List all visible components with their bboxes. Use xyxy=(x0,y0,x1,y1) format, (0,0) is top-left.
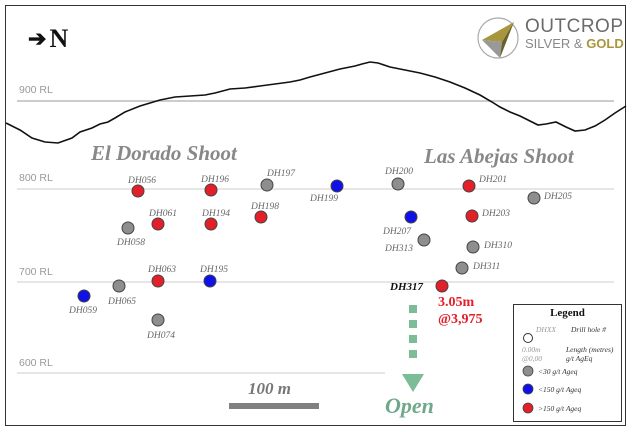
drill-hole-marker-dh313 xyxy=(417,233,431,247)
drill-hole-marker-dh061 xyxy=(151,217,165,231)
drill-hole-marker-dh198 xyxy=(254,210,268,224)
north-indicator: ➔ N xyxy=(28,24,68,54)
legend-item-gray: <30 g/t Ageq xyxy=(538,367,578,376)
rl-label-600: 600 RL xyxy=(19,357,53,369)
open-arrow xyxy=(402,305,424,392)
legend-sample-length: 0.00m xyxy=(522,345,541,354)
drill-hole-label-dh065: DH065 xyxy=(108,297,136,307)
drill-hole-marker-dh311 xyxy=(455,261,469,275)
legend-sample-id-desc: Drill hole # xyxy=(571,325,606,334)
drill-hole-marker-dh200 xyxy=(391,177,405,191)
legend-title: Legend xyxy=(550,307,585,319)
drill-hole-marker-dh195 xyxy=(203,274,217,288)
las-abejas-shoot-label: Las Abejas Shoot xyxy=(424,144,574,168)
drill-hole-marker-dh063 xyxy=(151,274,165,288)
drill-hole-marker-dh197 xyxy=(260,178,274,192)
legend-item-red: >150 g/t Ageq xyxy=(538,404,582,413)
drill-hole-label-dh200: DH200 xyxy=(385,167,413,177)
drill-hole-marker-dh201 xyxy=(462,179,476,193)
drill-hole-label-dh313: DH313 xyxy=(385,244,413,254)
scale-bar-label: 100 m xyxy=(248,379,291,398)
rl-label-900: 900 RL xyxy=(19,84,53,96)
logo-silver: SILVER & xyxy=(525,36,587,51)
topography-profile xyxy=(5,61,627,144)
legend-grade-desc: g/t AgEq xyxy=(566,354,593,363)
highlight-length: 3.05m xyxy=(438,295,475,310)
drill-hole-marker-dh059 xyxy=(77,289,91,303)
logo-gold: GOLD xyxy=(586,36,624,51)
arrow-right-icon: ➔ xyxy=(28,26,47,51)
legend-sample-grade: @0,00 xyxy=(522,354,543,363)
drill-hole-label-dh199: DH199 xyxy=(310,194,338,204)
drill-hole-marker-dh065 xyxy=(112,279,126,293)
drill-hole-label-dh205: DH205 xyxy=(544,192,572,202)
el-dorado-shoot-label: El Dorado Shoot xyxy=(91,141,237,165)
drill-hole-label-dh195: DH195 xyxy=(200,265,228,275)
drill-hole-label-dh074: DH074 xyxy=(147,331,175,341)
highlight-result: 3.05m @3,975 xyxy=(438,294,483,328)
drill-hole-label-dh061: DH061 xyxy=(149,209,177,219)
rl-label-700: 700 RL xyxy=(19,266,53,278)
drill-hole-marker-dh207 xyxy=(404,210,418,224)
logo-text-silver-gold: SILVER & GOLD xyxy=(525,36,624,51)
drill-hole-marker-dh310 xyxy=(466,240,480,254)
drill-hole-markers xyxy=(77,177,541,327)
drill-hole-label-dh196: DH196 xyxy=(201,175,229,185)
drill-hole-label-dh198: DH198 xyxy=(251,202,279,212)
drill-hole-label-dh194: DH194 xyxy=(202,209,230,219)
drill-hole-marker-dh194 xyxy=(204,217,218,231)
drill-hole-label-dh197: DH197 xyxy=(267,169,295,179)
drill-hole-label-dh056: DH056 xyxy=(128,176,156,186)
north-label: N xyxy=(49,24,69,53)
drill-hole-label-dh203: DH203 xyxy=(482,209,510,219)
logo-text-outcrop: OUTCROP xyxy=(525,16,624,37)
drill-hole-marker-dh317 xyxy=(435,279,449,293)
drill-hole-label-dh058: DH058 xyxy=(117,238,145,248)
drill-hole-label-dh310: DH310 xyxy=(484,241,512,251)
drill-hole-marker-dh058 xyxy=(121,221,135,235)
scale-bar xyxy=(229,403,319,409)
legend-blue-circle-icon xyxy=(522,383,534,395)
drill-hole-marker-dh056 xyxy=(131,184,145,198)
open-label: Open xyxy=(385,393,434,418)
drill-hole-label-dh059: DH059 xyxy=(69,306,97,316)
drill-hole-label-dh311: DH311 xyxy=(473,262,501,272)
drill-hole-label-dh201: DH201 xyxy=(479,175,507,185)
rl-label-800: 800 RL xyxy=(19,172,53,184)
highlight-hole-label: DH317 xyxy=(390,281,423,293)
legend: Legend DHXX Drill hole # 0.00m @0,00 Len… xyxy=(513,304,622,422)
drill-hole-marker-dh205 xyxy=(527,191,541,205)
drill-hole-marker-dh199 xyxy=(330,179,344,193)
drill-hole-marker-dh074 xyxy=(151,313,165,327)
drill-hole-label-dh207: DH207 xyxy=(383,227,411,237)
legend-gray-circle-icon xyxy=(522,365,534,377)
legend-item-blue: <150 g/t Ageq xyxy=(538,385,582,394)
drill-hole-marker-dh196 xyxy=(204,183,218,197)
legend-sample-circle-icon xyxy=(523,333,533,343)
outcrop-logo-icon xyxy=(477,17,519,59)
drill-hole-marker-dh203 xyxy=(465,209,479,223)
legend-sample-id: DHXX xyxy=(536,325,556,334)
drill-hole-label-dh063: DH063 xyxy=(148,265,176,275)
legend-length-desc: Length (metres) xyxy=(566,345,614,354)
highlight-grade: @3,975 xyxy=(438,312,483,327)
legend-red-circle-icon xyxy=(522,402,534,414)
legend-markers xyxy=(522,333,534,414)
